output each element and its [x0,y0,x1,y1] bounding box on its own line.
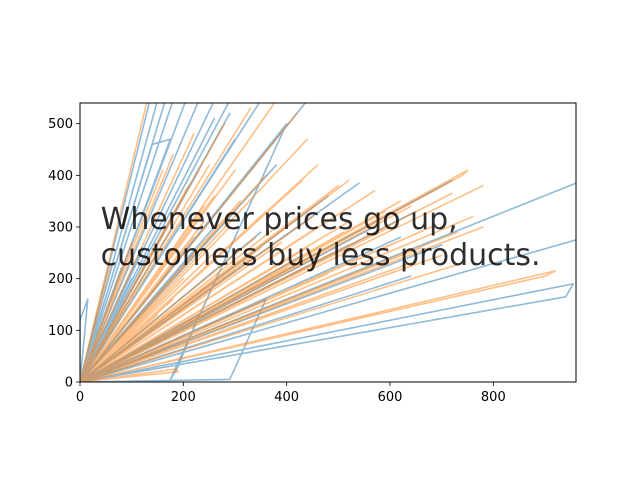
y-tick-label: 500 [48,117,73,132]
annotation-line-2: customers buy less products. [101,238,541,273]
y-axis: 0 100 200 300 400 500 [48,117,80,391]
x-axis: 0 200 400 600 800 [76,382,506,405]
series-layer [80,103,576,382]
annotation-text: Whenever prices go up, customers buy les… [101,202,541,273]
annotation-line-1: Whenever prices go up, [101,202,458,237]
y-tick-label: 0 [65,376,73,391]
x-tick-label: 400 [274,390,299,405]
x-tick-label: 800 [481,390,506,405]
x-tick-label: 200 [171,390,196,405]
y-tick-label: 400 [48,169,73,184]
series-line-2 [80,103,557,382]
y-tick-label: 100 [48,324,73,339]
x-tick-label: 0 [76,390,84,405]
y-tick-label: 300 [48,221,73,236]
y-tick-label: 200 [48,272,73,287]
axes-frame [79,102,577,383]
x-tick-label: 600 [378,390,403,405]
